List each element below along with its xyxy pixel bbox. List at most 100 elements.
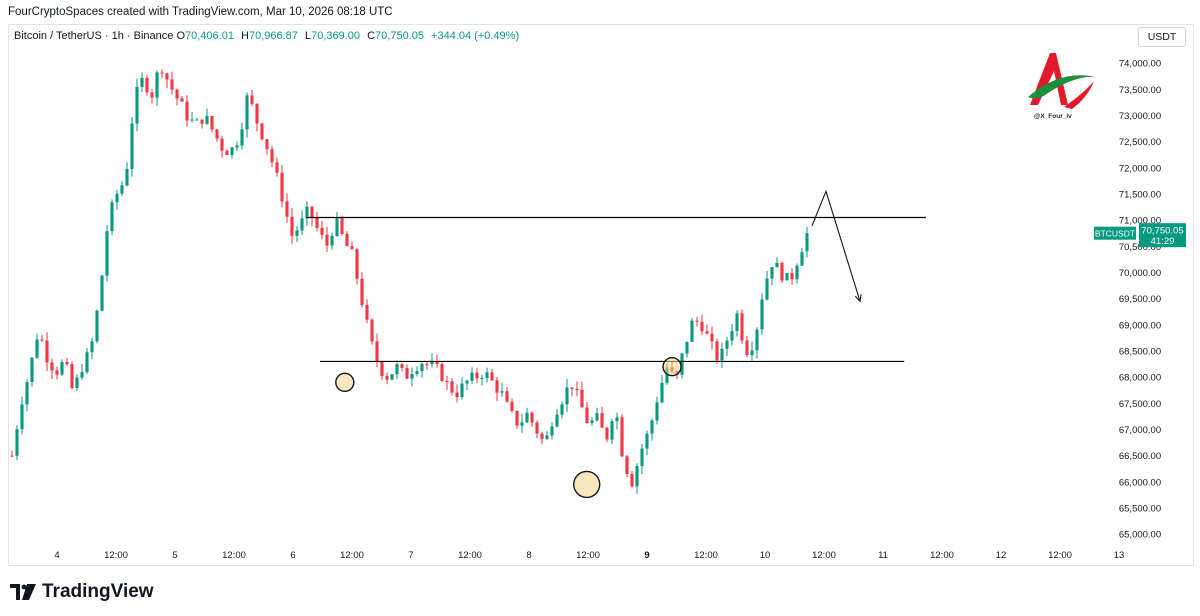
x-tick-label: 12:00	[1048, 550, 1072, 561]
candle-body	[690, 320, 694, 342]
x-tick-label: 12:00	[458, 550, 482, 561]
candle-body	[595, 413, 599, 421]
candle-body	[210, 115, 214, 130]
y-tick-label: 67,500.00	[1119, 399, 1161, 410]
candle-body	[470, 372, 474, 381]
candle-body	[660, 382, 664, 403]
candle-body	[645, 433, 649, 449]
last-price-countdown: 41:29	[1151, 236, 1175, 247]
symbol-tag	[1094, 226, 1136, 240]
open-value: 70,406.01	[185, 30, 234, 42]
candle-body	[735, 313, 739, 332]
candle-body	[575, 388, 579, 390]
candle-body	[480, 378, 484, 380]
candle-body	[515, 410, 519, 426]
candle-body	[635, 466, 639, 487]
candle-body	[205, 115, 209, 124]
x-tick-label: 10	[760, 550, 771, 561]
symbol-legend: Bitcoin / TetherUS · 1h · Binance O70,40…	[14, 30, 523, 42]
candle-body	[295, 230, 299, 236]
x-tick-label: 7	[408, 550, 413, 561]
x-tick-label: 12:00	[930, 550, 954, 561]
candle-body	[265, 139, 269, 150]
candle-body	[785, 273, 789, 281]
candle-body	[325, 234, 329, 246]
chart-frame	[8, 24, 1194, 566]
candle-body	[55, 370, 59, 375]
candle-body	[80, 372, 84, 378]
candle-body	[695, 320, 699, 322]
candle-body	[565, 387, 569, 405]
candle-body	[730, 331, 734, 341]
candle-body	[700, 321, 704, 332]
low-label: L	[304, 30, 312, 42]
candle-body	[770, 267, 774, 279]
x-tick-label: 12:00	[694, 550, 718, 561]
candle-body	[520, 422, 524, 426]
candle-body	[450, 381, 454, 393]
candle-body	[350, 246, 354, 250]
candle-body	[740, 313, 744, 341]
candle-body	[110, 202, 114, 232]
candle-body	[220, 138, 224, 151]
candle-body	[120, 185, 124, 194]
candle-body	[320, 227, 324, 235]
candle-body	[195, 119, 199, 121]
candle-body	[365, 304, 369, 320]
tradingview-logo[interactable]: TradingView	[10, 581, 154, 603]
candle-body	[530, 412, 534, 423]
last-price-value: 70,750.05	[1141, 226, 1183, 237]
x-tick-label: 12:00	[104, 550, 128, 561]
candle-body	[445, 380, 449, 382]
candle-body	[240, 129, 244, 146]
candle-body	[35, 339, 39, 358]
highlight-circle[interactable]	[573, 470, 601, 499]
currency-button[interactable]: USDT	[1138, 27, 1186, 47]
candle-body	[135, 86, 139, 124]
x-tick-label: 8	[526, 550, 531, 561]
candle-body	[300, 218, 304, 231]
x-tick-label: 12:00	[340, 550, 364, 561]
highlight-circle[interactable]	[335, 372, 355, 393]
candle-body	[655, 402, 659, 421]
candle-body	[465, 380, 469, 384]
candle-body	[580, 389, 584, 408]
candle-body	[765, 278, 769, 300]
candle-body	[475, 372, 479, 379]
candle-body	[560, 404, 564, 415]
x-tick-label: 12:00	[222, 550, 246, 561]
candle-body	[225, 150, 229, 155]
candle-body	[255, 103, 259, 124]
candle-body	[540, 433, 544, 439]
candle-body	[440, 363, 444, 381]
candle-body	[435, 361, 439, 364]
candle-body	[760, 299, 764, 330]
projection-path[interactable]	[811, 189, 861, 302]
symbol-name[interactable]: Bitcoin / TetherUS · 1h · Binance	[14, 30, 174, 42]
candle-body	[685, 341, 689, 354]
candle-body	[315, 217, 319, 228]
y-tick-label: 70,500.00	[1119, 242, 1161, 253]
candle-body	[150, 92, 154, 98]
y-tick-label: 71,500.00	[1119, 189, 1161, 200]
candle-body	[665, 367, 669, 383]
candle-body	[125, 168, 129, 186]
candle-body	[495, 380, 499, 393]
x-tick-label: 12	[996, 550, 1007, 561]
candle-body	[775, 262, 779, 268]
candle-body	[85, 352, 89, 373]
y-tick-label: 69,500.00	[1119, 294, 1161, 305]
highlight-circle[interactable]	[662, 356, 682, 377]
candle-body	[180, 98, 184, 102]
change-value: +344.04 (+0.49%)	[431, 30, 520, 42]
y-tick-label: 73,500.00	[1119, 85, 1161, 96]
candle-body	[335, 217, 339, 236]
candle-body	[615, 417, 619, 422]
candle-body	[270, 149, 274, 163]
y-tick-label: 65,000.00	[1119, 530, 1161, 541]
y-tick-label: 70,000.00	[1119, 268, 1161, 279]
candle-body	[400, 364, 404, 368]
candle-body	[710, 333, 714, 342]
x-tick-label: 5	[172, 550, 177, 561]
